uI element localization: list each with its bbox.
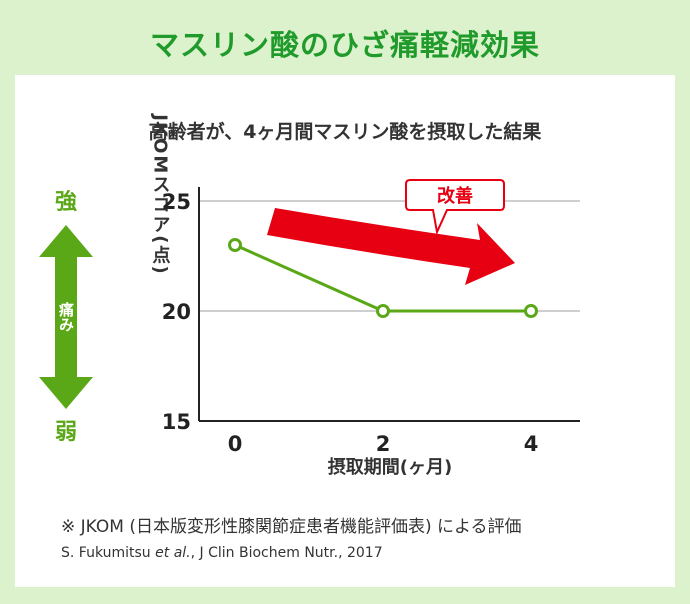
citation-authors: S. Fukumitsu [61,545,151,561]
y-tick-label: 25 [162,190,191,214]
chart-subtitle: 高齢者が、4ヶ月間マスリン酸を摂取した結果 [148,121,542,143]
citation-etal: et al. [155,545,191,561]
pain-scale: 強 痛み 弱 [39,189,93,445]
double-arrow-icon [39,225,93,409]
callout-box [405,179,505,236]
citation-journal: , J Clin Biochem Nutr., 2017 [190,545,383,561]
footnote: ※ JKOM (日本版変形性膝関節症患者機能評価表) による評価 [61,517,522,537]
y-tick-label: 15 [162,410,191,434]
callout-label: 改善 [437,185,473,207]
y-axis-label: JKOMスコア(点) [150,112,171,276]
y-tick-label: 20 [162,300,191,324]
data-point [376,304,390,318]
x-tick-labels: 0 2 4 [228,432,539,456]
y-tick-labels: 15 20 25 [162,190,191,434]
axes [198,187,580,422]
line-chart: 強 痛み 弱 JKOMスコア(点) 15 20 25 0 2 4 改善 摂取期間(ヶ月) [39,112,580,475]
x-tick-label: 2 [376,432,391,456]
citation: S. Fukumitsu et al., J Clin Biochem Nutr… [61,545,383,561]
improvement-annotation: 改善 [267,179,515,285]
data-point [228,238,242,252]
scale-strong-label: 強 [55,189,77,215]
x-tick-label: 4 [524,432,539,456]
x-tick-label: 0 [228,432,243,456]
improvement-arrow-icon [267,208,515,285]
page-title: マスリン酸のひざ痛軽減効果 [149,28,540,62]
data-point [524,304,538,318]
x-axis-label: 摂取期間(ヶ月) [328,456,452,475]
scale-weak-label: 弱 [55,420,77,445]
data-series [228,238,538,318]
chart-panel: 高齢者が、4ヶ月間マスリン酸を摂取した結果 強 痛み 弱 JKOMスコア(点) … [15,75,675,587]
scale-arrow-label: 痛み [57,301,75,332]
